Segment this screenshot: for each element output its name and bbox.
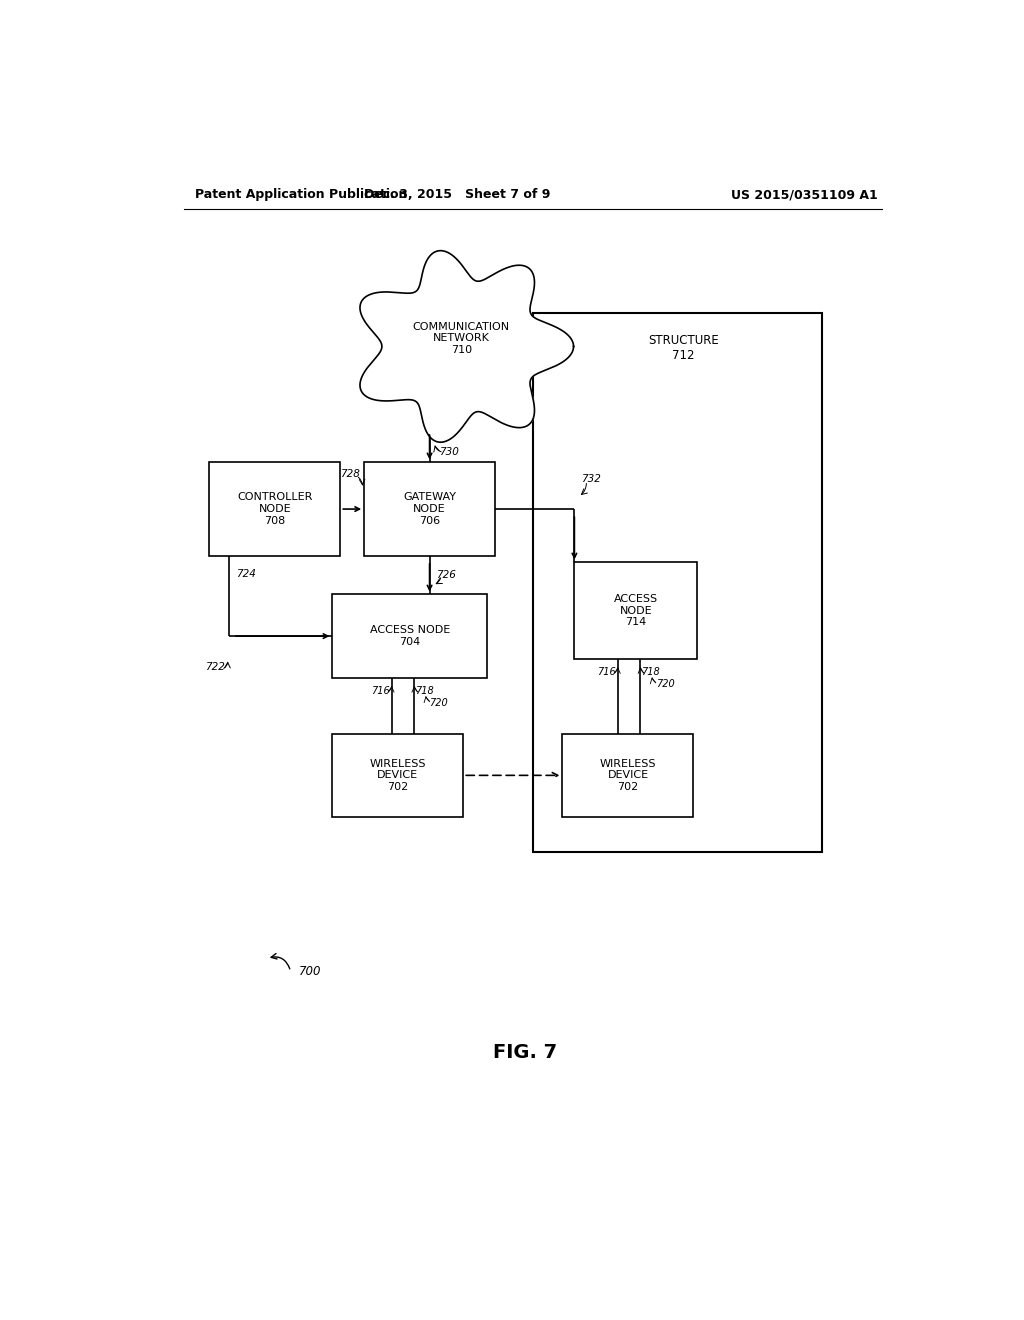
Bar — [333, 734, 463, 817]
Text: 732: 732 — [581, 474, 601, 483]
Text: 730: 730 — [439, 447, 459, 457]
Text: 716: 716 — [371, 686, 390, 696]
Text: 722: 722 — [206, 661, 225, 672]
Text: WIRELESS
DEVICE
702: WIRELESS DEVICE 702 — [370, 759, 426, 792]
Text: GATEWAY
NODE
706: GATEWAY NODE 706 — [403, 492, 456, 525]
Text: COMMUNICATION
NETWORK
710: COMMUNICATION NETWORK 710 — [413, 322, 510, 355]
Text: STRUCTURE
712: STRUCTURE 712 — [648, 334, 719, 363]
Text: CONTROLLER
NODE
708: CONTROLLER NODE 708 — [238, 492, 312, 525]
Bar — [333, 594, 487, 677]
Bar — [209, 462, 340, 556]
Text: 700: 700 — [299, 965, 322, 978]
Text: 716: 716 — [597, 667, 616, 677]
Polygon shape — [360, 251, 573, 442]
Text: US 2015/0351109 A1: US 2015/0351109 A1 — [731, 189, 878, 202]
Text: FIG. 7: FIG. 7 — [493, 1043, 557, 1063]
Text: 728: 728 — [340, 469, 360, 479]
Bar — [574, 562, 697, 659]
Text: ACCESS
NODE
714: ACCESS NODE 714 — [613, 594, 658, 627]
Text: 718: 718 — [416, 686, 434, 696]
Bar — [532, 313, 822, 851]
Text: 718: 718 — [641, 667, 660, 677]
Bar — [365, 462, 495, 556]
Text: 724: 724 — [236, 569, 255, 579]
Text: ACCESS NODE
704: ACCESS NODE 704 — [370, 626, 450, 647]
Text: Dec. 3, 2015   Sheet 7 of 9: Dec. 3, 2015 Sheet 7 of 9 — [365, 189, 551, 202]
Text: Patent Application Publication: Patent Application Publication — [196, 189, 408, 202]
Text: 720: 720 — [430, 698, 449, 708]
Bar — [562, 734, 693, 817]
Text: 726: 726 — [436, 570, 456, 579]
Text: WIRELESS
DEVICE
702: WIRELESS DEVICE 702 — [600, 759, 656, 792]
Text: 720: 720 — [655, 680, 675, 689]
